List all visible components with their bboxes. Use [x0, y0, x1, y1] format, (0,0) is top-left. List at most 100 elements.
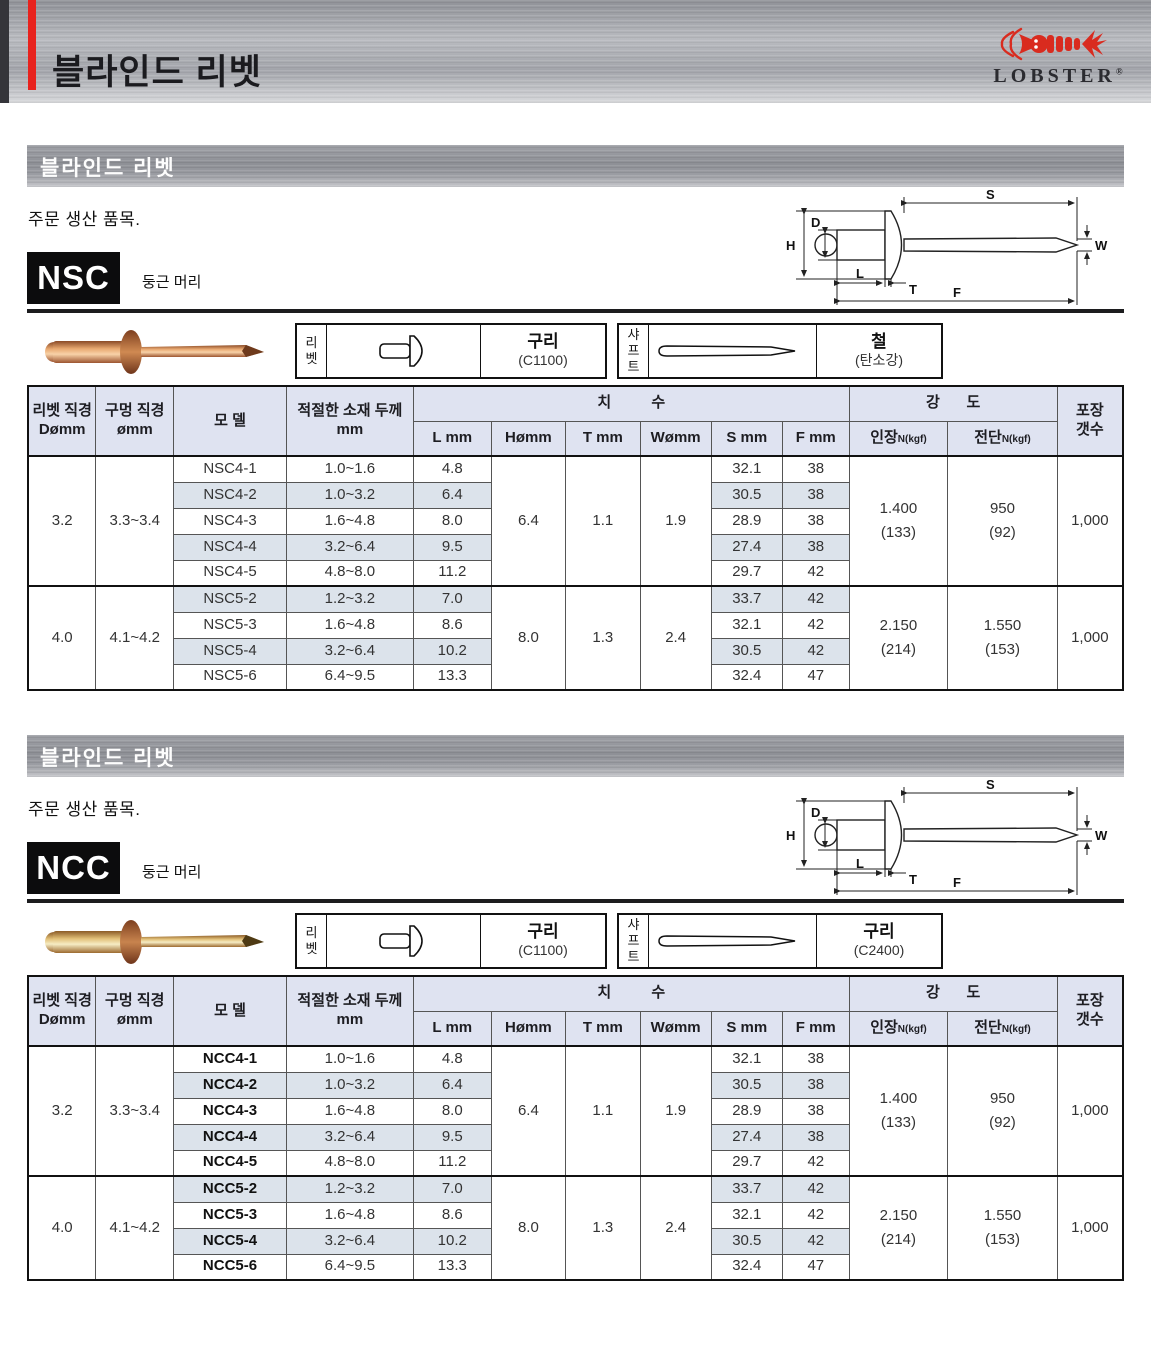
- table-row: NSC4-2 1.0~3.2 6.4 30.5 38: [28, 481, 1123, 509]
- table-cell: 42: [781, 637, 850, 665]
- shaft-profile-icon: [649, 915, 817, 967]
- dimension-diagram: H D L T S W F: [738, 773, 1145, 899]
- col-header-tensile: 인장N(kgf): [848, 420, 949, 457]
- table-cell: NSC5-4: [173, 637, 287, 665]
- table-cell: 38: [781, 507, 850, 535]
- col-group-strength: 강 도: [848, 975, 1058, 1012]
- table-cell: 42: [781, 585, 850, 613]
- table-row: 4.0 4.1~4.2 NCC5-2 1.2~3.2 7.0 8.0 1.3 2.4 33.7 4…: [27, 1175, 1124, 1281]
- table-cell: 2.4: [639, 1175, 712, 1281]
- table-cell: 1.0~3.2: [285, 481, 414, 509]
- table-cell: 3.2: [27, 455, 97, 587]
- table-cell: 38: [781, 1123, 850, 1151]
- table-cell: 4.8~8.0: [285, 559, 414, 587]
- col-header-rivet-dia: 리벳 직경 Dømm: [27, 385, 97, 457]
- dim-label-d: D: [811, 215, 820, 230]
- table-cell: 30.5: [710, 1071, 783, 1099]
- shaft-material-name: 구리: [863, 922, 895, 942]
- table-cell: NSC4-4: [173, 533, 287, 561]
- table-cell: NSC4-1: [173, 455, 287, 483]
- model-badge: NSC: [27, 252, 120, 304]
- table-cell: 4.0: [27, 585, 97, 691]
- col-header-pack: 포장 갯수: [1056, 385, 1124, 457]
- table-cell: 1.550 (153): [947, 585, 1058, 691]
- table-cell: 2.150 (214): [848, 1175, 949, 1281]
- col-header-rivet-dia: 리벳 직경 Dømm: [27, 975, 97, 1047]
- rivet-profile-icon: [327, 915, 481, 967]
- table-cell: 3.3~3.4: [95, 455, 175, 587]
- table-cell: 1.9: [639, 1045, 712, 1177]
- table-cell: 2.150 (214): [848, 585, 949, 691]
- rivet-material-name: 구리: [527, 332, 559, 352]
- col-header-f: F mm: [781, 1010, 850, 1047]
- table-cell: 1.2~3.2: [285, 1175, 414, 1203]
- section-title: 블라인드 리벳: [40, 747, 176, 770]
- col-header-w: Wømm: [639, 420, 712, 457]
- table-cell: 7.0: [412, 585, 492, 613]
- table-row: NCC5-4 3.2~6.4 10.2 30.5 42: [28, 1227, 1123, 1255]
- table-cell: 1.400 (133): [848, 455, 949, 587]
- table-cell: 1.0~1.6: [285, 455, 414, 483]
- table-row: NSC4-5 4.8~8.0 11.2 29.7 42: [28, 559, 1123, 587]
- col-header-w: Wømm: [639, 1010, 712, 1047]
- table-cell: 42: [781, 559, 850, 587]
- table-row: NSC4-4 3.2~6.4 9.5 27.4 38: [28, 533, 1123, 561]
- table-cell: 4.8: [412, 1045, 492, 1073]
- ncc-spec-table: 리벳 직경 Dømm 구멍 직경 ømm 모 델 적절한 소재 두께 mm 치 …: [27, 975, 1124, 1281]
- table-cell: 1.1: [565, 1045, 641, 1177]
- table-cell: 6.4~9.5: [285, 663, 414, 691]
- table-cell: NCC5-2: [173, 1175, 287, 1203]
- table-cell: 42: [781, 611, 850, 639]
- table-cell: 32.1: [710, 611, 783, 639]
- col-header-hole-dia: 구멍 직경 ømm: [95, 385, 175, 457]
- table-row: NCC5-3 1.6~4.8 8.6 32.1 42: [28, 1201, 1123, 1229]
- table-cell: 33.7: [710, 585, 783, 613]
- col-header-model: 모 델: [173, 975, 287, 1047]
- dim-label-t: T: [909, 282, 917, 297]
- table-cell: 8.0: [490, 585, 567, 691]
- model-badge: NCC: [27, 842, 120, 894]
- table-cell: 30.5: [710, 1227, 783, 1255]
- shaft-material-box: 샤 프 트 구리 (C2400): [617, 913, 943, 969]
- table-cell: 13.3: [412, 663, 492, 691]
- table-cell: 38: [781, 533, 850, 561]
- table-cell: 1.6~4.8: [285, 1201, 414, 1229]
- dim-label-h: H: [786, 828, 795, 843]
- table-cell: 4.8~8.0: [285, 1149, 414, 1177]
- table-row: 3.2 3.3~3.4 NSC4-1 1.0~1.6 4.8 6.4 1.1 1.9 32.1 3…: [27, 455, 1124, 587]
- product-section-ncc: 블라인드 리벳 주문 생산 품목.: [0, 735, 1151, 1295]
- table-cell: 42: [781, 1227, 850, 1255]
- col-header-shear: 전단N(kgf): [947, 420, 1058, 457]
- table-cell: 10.2: [412, 1227, 492, 1255]
- rivet-photo: [38, 916, 270, 968]
- table-row: NCC4-2 1.0~3.2 6.4 30.5 38: [28, 1071, 1123, 1099]
- table-cell: 1.0~3.2: [285, 1071, 414, 1099]
- table-cell: 1,000: [1056, 1045, 1124, 1177]
- table-cell: NCC5-3: [173, 1201, 287, 1229]
- dimension-diagram: H D L T S W F: [738, 183, 1145, 309]
- rivet-material-spec: (C1100): [518, 941, 568, 958]
- table-cell: 32.1: [710, 455, 783, 483]
- table-cell: 8.6: [412, 611, 492, 639]
- rivet-material-name: 구리: [527, 922, 559, 942]
- table-cell: 1.3: [565, 585, 641, 691]
- lobster-icon: [1000, 27, 1107, 61]
- shaft-material-box: 샤 프 트 철 (탄소강): [617, 323, 943, 379]
- table-cell: NSC5-2: [173, 585, 287, 613]
- dim-label-f: F: [953, 875, 961, 890]
- order-note: 주문 생산 품목.: [28, 800, 141, 819]
- table-cell: 8.0: [490, 1175, 567, 1281]
- rivet-photo: [38, 326, 270, 378]
- table-cell: 4.1~4.2: [95, 585, 175, 691]
- table-row: NSC4-3 1.6~4.8 8.0 28.9 38: [28, 507, 1123, 535]
- table-cell: 29.7: [710, 559, 783, 587]
- table-cell: 10.2: [412, 637, 492, 665]
- table-cell: 6.4: [490, 1045, 567, 1177]
- table-row: 4.0 4.1~4.2 NSC5-2 1.2~3.2 7.0 8.0 1.3 2.4 33.7 4…: [27, 585, 1124, 691]
- shaft-profile-icon: [649, 325, 817, 377]
- table-cell: 1.6~4.8: [285, 611, 414, 639]
- table-cell: 9.5: [412, 533, 492, 561]
- table-cell: 8.6: [412, 1201, 492, 1229]
- table-cell: 47: [781, 663, 850, 691]
- table-row: 3.2 3.3~3.4 NCC4-1 1.0~1.6 4.8 6.4 1.1 1.9 32.1 3…: [27, 1045, 1124, 1177]
